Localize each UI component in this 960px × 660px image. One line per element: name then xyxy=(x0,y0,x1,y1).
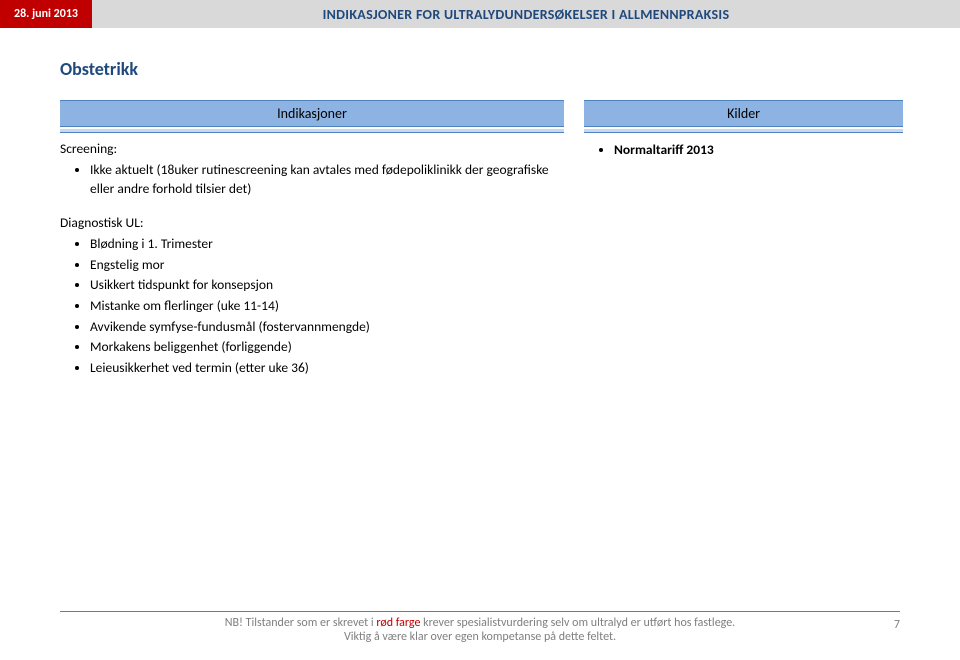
column-left: Indikasjoner Screening: Ikke aktuelt (18… xyxy=(60,100,564,378)
footer-line1-pre: NB! Tilstander som er skrevet i xyxy=(225,616,377,630)
list-item: Leieusikkerhet ved termin (etter uke 36) xyxy=(90,358,564,378)
list-item: Ikke aktuelt (18uker rutinescreening kan… xyxy=(90,160,564,199)
right-column-header: Kilder xyxy=(584,100,903,127)
content: Obstetrikk Indikasjoner Screening: Ikke … xyxy=(0,28,960,378)
kilder-list: Normaltariff 2013 xyxy=(584,140,903,160)
header-title: INDIKASJONER FOR ULTRALYDUNDERSØKELSER I… xyxy=(92,0,960,28)
footer-line1: NB! Tilstander som er skrevet i rød farg… xyxy=(60,616,900,630)
column-right: Kilder Normaltariff 2013 xyxy=(584,100,903,378)
diagnostic-heading: Diagnostisk UL: xyxy=(60,213,564,233)
left-column-header: Indikasjoner xyxy=(60,100,564,127)
screening-list: Ikke aktuelt (18uker rutinescreening kan… xyxy=(60,160,564,199)
list-item: Mistanke om flerlinger (uke 11-14) xyxy=(90,296,564,316)
section-title: Obstetrikk xyxy=(60,58,900,80)
footer: NB! Tilstander som er skrevet i rød farg… xyxy=(60,611,900,644)
header-date: 28. juni 2013 xyxy=(0,0,92,28)
list-item: Normaltariff 2013 xyxy=(614,140,903,160)
screening-heading: Screening: xyxy=(60,139,564,159)
screening-block: Screening: Ikke aktuelt (18uker rutinesc… xyxy=(60,133,564,377)
footer-line1-post: krever spesialistvurdering selv om ultra… xyxy=(420,616,735,630)
list-item: Morkakens beliggenhet (forliggende) xyxy=(90,337,564,357)
list-item: Usikkert tidspunkt for konsepsjon xyxy=(90,275,564,295)
list-item: Engstelig mor xyxy=(90,255,564,275)
list-item: Blødning i 1. Trimester xyxy=(90,234,564,254)
page-number: 7 xyxy=(894,618,900,632)
footer-line2: Viktig å være klar over egen kompetanse … xyxy=(60,630,900,644)
diagnostic-list: Blødning i 1. Trimester Engstelig mor Us… xyxy=(60,234,564,377)
list-item: Avvikende symfyse-fundusmål (fostervannm… xyxy=(90,317,564,337)
header-bar: 28. juni 2013 INDIKASJONER FOR ULTRALYDU… xyxy=(0,0,960,28)
kilder-block: Normaltariff 2013 xyxy=(584,133,903,160)
footer-line1-red: rød farge xyxy=(376,616,420,630)
two-column-layout: Indikasjoner Screening: Ikke aktuelt (18… xyxy=(60,100,900,378)
